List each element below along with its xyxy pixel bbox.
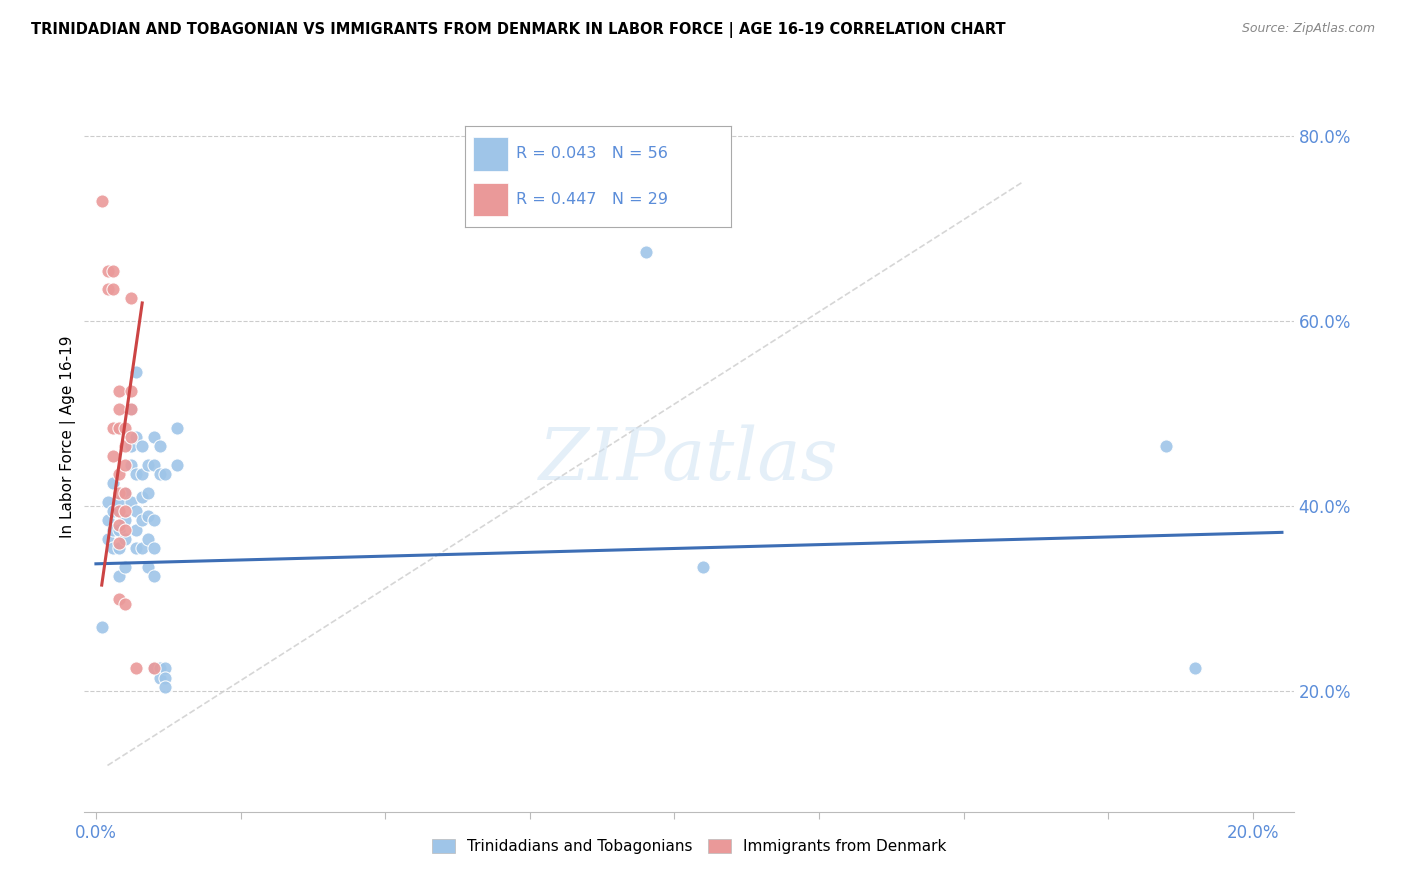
Point bbox=[155, 671, 177, 685]
Point bbox=[108, 421, 131, 435]
Point bbox=[103, 282, 125, 296]
Point bbox=[155, 680, 177, 694]
Point bbox=[114, 485, 136, 500]
Text: TRINIDADIAN AND TOBAGONIAN VS IMMIGRANTS FROM DENMARK IN LABOR FORCE | AGE 16-19: TRINIDADIAN AND TOBAGONIAN VS IMMIGRANTS… bbox=[31, 22, 1005, 38]
Point bbox=[103, 476, 125, 491]
Point bbox=[120, 291, 142, 305]
Point bbox=[125, 661, 148, 675]
Point bbox=[634, 245, 657, 260]
Point bbox=[96, 495, 118, 509]
Point bbox=[114, 504, 136, 518]
Point bbox=[114, 523, 136, 537]
Point bbox=[120, 439, 142, 453]
Point bbox=[125, 541, 148, 555]
Point bbox=[114, 513, 136, 527]
Point bbox=[142, 458, 165, 472]
Point bbox=[142, 541, 165, 555]
Text: Source: ZipAtlas.com: Source: ZipAtlas.com bbox=[1241, 22, 1375, 36]
Point bbox=[166, 421, 188, 435]
Point bbox=[136, 559, 159, 574]
Point bbox=[136, 532, 159, 546]
Point bbox=[136, 458, 159, 472]
Point bbox=[96, 263, 118, 277]
Point bbox=[108, 402, 131, 417]
Point bbox=[114, 439, 136, 453]
Point bbox=[125, 430, 148, 444]
Point bbox=[114, 421, 136, 435]
Point bbox=[108, 495, 131, 509]
Point bbox=[148, 439, 170, 453]
Legend: Trinidadians and Tobagonians, Immigrants from Denmark: Trinidadians and Tobagonians, Immigrants… bbox=[426, 833, 952, 860]
Point bbox=[142, 513, 165, 527]
Point bbox=[103, 504, 125, 518]
Point bbox=[155, 467, 177, 481]
Point bbox=[108, 591, 131, 606]
Point bbox=[120, 384, 142, 398]
Text: ZIPatlas: ZIPatlas bbox=[538, 425, 839, 495]
Point bbox=[125, 467, 148, 481]
Point bbox=[120, 495, 142, 509]
Point bbox=[114, 559, 136, 574]
Point bbox=[142, 569, 165, 583]
Point bbox=[108, 467, 131, 481]
Point bbox=[114, 532, 136, 546]
Point bbox=[136, 508, 159, 523]
Point bbox=[136, 485, 159, 500]
Point bbox=[142, 661, 165, 675]
Point bbox=[142, 661, 165, 675]
Point bbox=[108, 485, 131, 500]
Point bbox=[1184, 661, 1206, 675]
Point bbox=[103, 541, 125, 555]
Point bbox=[114, 597, 136, 611]
Point bbox=[125, 523, 148, 537]
Point bbox=[103, 263, 125, 277]
Point bbox=[120, 458, 142, 472]
Point bbox=[131, 467, 153, 481]
Point bbox=[103, 449, 125, 463]
Point bbox=[108, 541, 131, 555]
Point bbox=[131, 541, 153, 555]
Point bbox=[114, 485, 136, 500]
Point bbox=[131, 513, 153, 527]
Point bbox=[108, 523, 131, 537]
Point bbox=[108, 536, 131, 550]
Point bbox=[166, 458, 188, 472]
Point bbox=[108, 518, 131, 533]
Point bbox=[96, 513, 118, 527]
Point bbox=[148, 661, 170, 675]
Point bbox=[120, 402, 142, 417]
Point bbox=[131, 439, 153, 453]
Point bbox=[120, 430, 142, 444]
Point bbox=[1154, 439, 1177, 453]
Point bbox=[96, 532, 118, 546]
Point bbox=[108, 384, 131, 398]
Point bbox=[125, 504, 148, 518]
Point bbox=[103, 421, 125, 435]
Point bbox=[103, 523, 125, 537]
Point bbox=[148, 671, 170, 685]
Point bbox=[114, 458, 136, 472]
Point bbox=[108, 504, 131, 518]
Point bbox=[96, 282, 118, 296]
Point bbox=[155, 661, 177, 675]
Point bbox=[142, 430, 165, 444]
Point bbox=[108, 569, 131, 583]
Point bbox=[692, 559, 714, 574]
Y-axis label: In Labor Force | Age 16-19: In Labor Force | Age 16-19 bbox=[60, 335, 76, 539]
Point bbox=[148, 467, 170, 481]
Point bbox=[90, 620, 112, 634]
Point bbox=[131, 490, 153, 504]
Point bbox=[120, 402, 142, 417]
Point bbox=[90, 194, 112, 209]
Point bbox=[125, 365, 148, 379]
